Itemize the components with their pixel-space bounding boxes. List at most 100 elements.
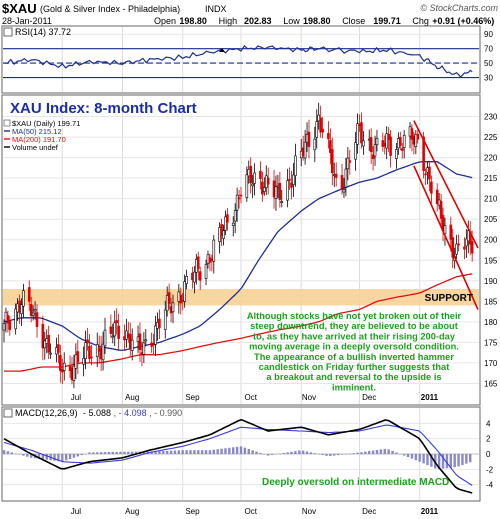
candle-body [340,175,344,190]
candle-body [280,201,284,203]
macd-hist-bar [37,454,41,459]
macd-hist-bar [410,454,414,459]
macd-hist-bar [154,451,157,454]
rsi-tick-50: 50 [484,59,493,68]
macd-hist-bar [165,450,169,454]
candle-body [303,141,307,159]
macd-hist-bar [181,450,184,454]
ma200-series-line [4,273,473,372]
macd-hist-bar [286,452,289,454]
candle-body [62,362,66,371]
macd-hist-bar [352,453,355,454]
candle-body [82,357,85,365]
candle-body [402,134,406,148]
quote-value-4: +0.91 (+0.46%) [432,16,494,26]
candle-body [259,170,262,179]
macd-hist-bar [263,454,266,455]
candle-body [222,230,225,239]
candle-body [348,160,352,163]
macd-hist-bar [2,450,6,454]
candle-body [43,340,47,349]
candle-body [329,140,332,153]
candle-body [14,308,17,330]
price-tick-225: 225 [484,133,498,142]
candle-body [47,335,50,353]
macd-hist-bar [96,452,99,454]
macd-hist-bar [469,454,472,463]
macd-y-axis: -4 -2 0 2 4 [486,419,494,489]
candle-body [400,148,404,151]
candle-body [185,276,188,284]
candle-body [198,271,202,281]
macd-hist-bar [418,454,421,462]
macd-hist-bar [414,454,418,461]
macd-hist-bar [399,454,402,455]
price-tick-195: 195 [484,256,498,265]
macd-tick--2: -2 [486,465,494,474]
macd-hist-bar [57,454,60,462]
quote-label-4: Chg [412,16,429,26]
candle-body [35,312,39,327]
candle-body [183,281,186,302]
macd-hist-bar [53,454,56,461]
macd-hist-bar [449,454,453,468]
candle-body [428,166,431,180]
candle-body [138,333,142,351]
macd-hist-bar [356,452,359,454]
rsi-line [3,45,473,78]
index-name: (Gold & Silver Index - Philadelphia) [40,4,180,14]
quote-value-0: 198.80 [179,16,207,26]
macd-hist-bar [162,451,165,454]
candle-body [20,304,23,315]
candle-body [163,309,167,330]
macd-hist-bar [309,452,313,454]
legend-entry-1: MA(50) 215.12 [12,127,62,136]
candle-body [27,287,31,302]
rsi-panel: 30 50 70 90 RSI(14) 37.72 [1,25,493,94]
macd-hist-bar [76,454,80,457]
candle-body [76,351,80,363]
macd-hist-bar [204,450,208,454]
candle-body [346,157,350,170]
candle-body [274,186,278,199]
macd-hist-bar [375,450,379,454]
candle-body [266,177,270,185]
candle-body [154,325,157,345]
candle-body [373,144,377,157]
candle-body [344,168,348,188]
channel-line-0 [413,120,479,249]
price-panel-title: XAU Index: 8-month Chart [10,100,197,117]
macd-hist-bar [371,450,375,454]
price-tick-200: 200 [484,236,498,245]
candle-body [33,308,37,312]
macd-hist-bar [243,447,247,454]
macd-hist-bar [208,450,212,454]
annotation-line-0: Although stocks have not yet broken out … [247,311,462,321]
macd-hist-bar [107,452,111,454]
candle-body [84,342,87,359]
candle-body [235,194,239,211]
quote-label-1: High [219,16,238,26]
candle-body [59,355,62,371]
price-xtick-Nov: Nov [302,393,316,402]
quote-row: Open 198.80 High 202.83 Low 198.80 Close 199.71… [154,16,494,26]
macd-xtick-2011: 2011 [421,507,439,516]
macd-legend-value: - 5.088 [83,408,111,418]
candle-body [416,133,420,140]
candle-body [422,136,425,171]
price-tick-175: 175 [484,338,498,347]
macd-hist-bar [6,451,10,454]
quote-value-3: 199.71 [373,16,401,26]
chart-header: $XAU (Gold & Silver Index - Philadelphia… [2,1,498,26]
annotation-line-5: candlestick on Friday further suggests t… [259,362,450,372]
macd-hist-bar [14,453,17,454]
candle-body [294,155,297,176]
candle-body [331,149,334,174]
macd-hist-bar [127,451,130,454]
candle-body [204,264,208,279]
candle-body [239,194,243,197]
macd-hist-bar [92,452,95,454]
macd-hist-bar [441,454,445,469]
candle-body [319,117,322,133]
